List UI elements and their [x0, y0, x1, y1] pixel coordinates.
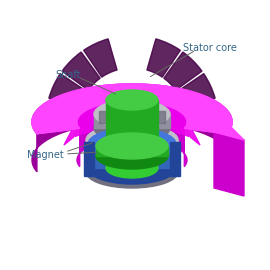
Polygon shape [178, 110, 200, 145]
Polygon shape [157, 111, 166, 123]
Polygon shape [86, 140, 178, 172]
Ellipse shape [88, 128, 176, 160]
Ellipse shape [106, 158, 158, 178]
Wedge shape [147, 39, 180, 77]
Polygon shape [113, 109, 121, 121]
Polygon shape [106, 100, 158, 146]
Text: Shaft: Shaft [55, 70, 80, 80]
Polygon shape [94, 114, 170, 128]
Ellipse shape [86, 124, 178, 156]
Ellipse shape [96, 133, 168, 159]
Polygon shape [84, 142, 94, 176]
Ellipse shape [94, 114, 170, 142]
Polygon shape [88, 144, 176, 168]
Polygon shape [77, 101, 187, 167]
Polygon shape [99, 111, 106, 123]
Polygon shape [32, 84, 232, 172]
Polygon shape [96, 146, 168, 156]
Wedge shape [62, 52, 100, 90]
Polygon shape [128, 108, 136, 120]
Ellipse shape [96, 143, 168, 169]
Polygon shape [202, 120, 244, 140]
Wedge shape [177, 74, 215, 107]
Ellipse shape [106, 136, 158, 156]
Wedge shape [164, 52, 202, 90]
Polygon shape [32, 84, 232, 134]
Polygon shape [64, 110, 86, 145]
Polygon shape [75, 105, 100, 137]
Polygon shape [164, 105, 189, 137]
Polygon shape [143, 109, 151, 121]
Ellipse shape [106, 90, 158, 110]
Polygon shape [170, 142, 180, 176]
Polygon shape [92, 102, 117, 130]
Text: Stator core: Stator core [183, 43, 237, 53]
Wedge shape [84, 39, 117, 77]
Polygon shape [32, 84, 232, 134]
Text: Magnet: Magnet [27, 150, 64, 160]
Ellipse shape [86, 156, 178, 188]
Wedge shape [49, 74, 87, 107]
Ellipse shape [88, 152, 176, 184]
Ellipse shape [94, 100, 170, 128]
Polygon shape [214, 132, 244, 196]
Polygon shape [147, 102, 171, 130]
